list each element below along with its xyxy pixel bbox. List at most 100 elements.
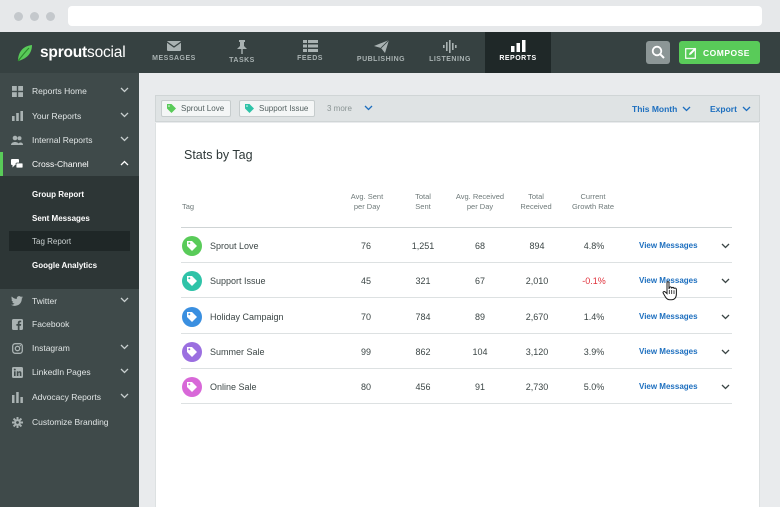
column-header-tag: Tag xyxy=(182,202,195,211)
total-received-value: 894 xyxy=(529,241,545,251)
filter-bar: Sprout Love Support Issue 3 more This Mo… xyxy=(155,95,760,122)
total-sent-value: 862 xyxy=(415,347,431,357)
chevron-down-icon[interactable] xyxy=(721,278,730,284)
sprout-leaf-icon xyxy=(17,45,32,62)
chevron-up-icon[interactable] xyxy=(120,160,129,166)
tag-icon xyxy=(182,307,202,327)
column-header-avg-received: Avg. Received per Day xyxy=(455,192,505,211)
nav-feeds[interactable]: FEEDS xyxy=(277,32,343,73)
chevron-down-icon[interactable] xyxy=(721,384,730,390)
column-header-total-received: Total Received xyxy=(520,192,552,211)
sidebar-item-cross-channel[interactable]: Cross-Channel xyxy=(0,152,139,176)
view-messages-link[interactable]: View Messages xyxy=(639,382,698,391)
sidebar-item-instagram[interactable]: Instagram xyxy=(0,336,139,360)
paper-plane-icon xyxy=(373,40,389,53)
view-messages-link[interactable]: View Messages xyxy=(639,312,698,321)
sprout-social-logo[interactable]: sproutsocial xyxy=(16,41,126,65)
chevron-down-icon[interactable] xyxy=(120,297,129,303)
filter-pill-sprout-love[interactable]: Sprout Love xyxy=(161,100,232,117)
more-filters-label[interactable]: 3 more xyxy=(327,104,352,113)
chevron-down-icon[interactable] xyxy=(721,314,730,320)
sidebar-item-advocacy-reports[interactable]: Advocacy Reports xyxy=(0,385,139,409)
window-maximize-dot[interactable] xyxy=(46,12,55,21)
hand-cursor-icon xyxy=(662,281,677,301)
chevron-down-icon[interactable] xyxy=(120,136,129,142)
address-bar[interactable] xyxy=(68,6,762,26)
search-button[interactable] xyxy=(646,41,670,64)
sidebar-item-twitter[interactable]: Twitter xyxy=(0,289,139,313)
nav-reports[interactable]: REPORTS xyxy=(485,32,551,73)
nav-listening[interactable]: LISTENING xyxy=(417,32,483,73)
compose-icon xyxy=(685,47,697,59)
header-divider xyxy=(181,227,732,228)
nav-publishing[interactable]: PUBLISHING xyxy=(348,32,414,73)
nav-messages[interactable]: MESSAGES xyxy=(141,32,207,73)
chevron-down-icon[interactable] xyxy=(120,393,129,399)
chevron-down-icon[interactable] xyxy=(120,368,129,374)
sidebar-item-facebook[interactable]: Facebook xyxy=(0,312,139,336)
stats-card: Stats by Tag Tag Avg. Sent per Day Total S… xyxy=(155,123,760,507)
users-icon xyxy=(11,134,23,146)
instagram-icon xyxy=(11,342,23,354)
date-range-dropdown[interactable]: This Month xyxy=(632,104,691,114)
avg-received-value: 104 xyxy=(472,347,488,357)
chevron-down-icon[interactable] xyxy=(721,243,730,249)
chevron-down-icon[interactable] xyxy=(120,344,129,350)
total-received-value: 2,730 xyxy=(525,382,549,392)
chevron-down-icon[interactable] xyxy=(721,349,730,355)
sub-item-sent-messages[interactable]: Sent Messages xyxy=(32,213,90,223)
waveform-icon xyxy=(442,40,457,53)
chat-icon xyxy=(11,158,23,170)
table-row: Support Issue 45 321 67 2,010 -0.1% View Messa… xyxy=(181,263,732,298)
total-sent-value: 456 xyxy=(415,382,431,392)
export-dropdown[interactable]: Export xyxy=(710,104,751,114)
avg-sent-value: 70 xyxy=(360,312,371,322)
tag-name: Support Issue xyxy=(210,276,266,286)
tag-icon xyxy=(182,236,202,256)
sub-item-group-report[interactable]: Group Report xyxy=(32,189,84,199)
chevron-down-icon[interactable] xyxy=(364,105,373,111)
tag-icon xyxy=(182,342,202,362)
window-close-dot[interactable] xyxy=(14,12,23,21)
pin-icon xyxy=(237,40,247,54)
sub-item-tag-report[interactable]: Tag Report xyxy=(9,231,130,251)
column-header-growth-rate: Current Growth Rate xyxy=(571,192,615,211)
sidebar-item-internal-reports[interactable]: Internal Reports xyxy=(0,128,139,152)
table-row: Online Sale 80 456 91 2,730 5.0% View Messages xyxy=(181,369,732,404)
sidebar: Reports Home Your Reports Internal Repor… xyxy=(0,73,139,507)
nav-tasks[interactable]: TASKS xyxy=(209,32,275,73)
column-header-total-sent: Total Sent xyxy=(415,192,431,211)
tag-name: Holiday Campaign xyxy=(210,312,284,322)
tag-icon xyxy=(245,104,254,113)
view-messages-link[interactable]: View Messages xyxy=(639,347,698,356)
sidebar-item-reports-home[interactable]: Reports Home xyxy=(0,79,139,103)
gear-icon xyxy=(11,416,23,428)
table-row: Summer Sale 99 862 104 3,120 3.9% View Message… xyxy=(181,334,732,369)
growth-rate-value: 3.9% xyxy=(583,347,605,357)
chevron-down-icon[interactable] xyxy=(120,112,129,118)
chevron-down-icon xyxy=(742,106,751,112)
avg-received-value: 89 xyxy=(474,312,485,322)
filter-pill-support-issue[interactable]: Support Issue xyxy=(239,100,316,117)
tag-icon xyxy=(167,104,176,113)
tag-name: Sprout Love xyxy=(210,241,259,251)
sidebar-item-customize-branding[interactable]: Customize Branding xyxy=(0,410,139,434)
tag-icon xyxy=(182,377,202,397)
chevron-down-icon[interactable] xyxy=(120,87,129,93)
compose-button[interactable]: COMPOSE xyxy=(679,41,760,64)
avg-sent-value: 80 xyxy=(360,382,371,392)
view-messages-link[interactable]: View Messages xyxy=(639,276,698,285)
avg-received-value: 68 xyxy=(474,241,485,251)
twitter-icon xyxy=(11,295,23,307)
view-messages-link[interactable]: View Messages xyxy=(639,241,698,250)
avg-sent-value: 76 xyxy=(360,241,371,251)
sidebar-item-linkedin-pages[interactable]: LinkedIn Pages xyxy=(0,360,139,384)
grid-icon xyxy=(11,85,23,97)
chevron-down-icon xyxy=(682,106,691,112)
browser-chrome xyxy=(0,0,780,32)
table-row: Holiday Campaign 70 784 89 2,670 1.4% View Mes… xyxy=(181,299,732,334)
sub-item-google-analytics[interactable]: Google Analytics xyxy=(32,260,98,270)
cross-channel-subnav: Group Report Sent Messages Tag Report Go… xyxy=(0,176,139,289)
window-minimize-dot[interactable] xyxy=(30,12,39,21)
sidebar-item-your-reports[interactable]: Your Reports xyxy=(0,104,139,128)
